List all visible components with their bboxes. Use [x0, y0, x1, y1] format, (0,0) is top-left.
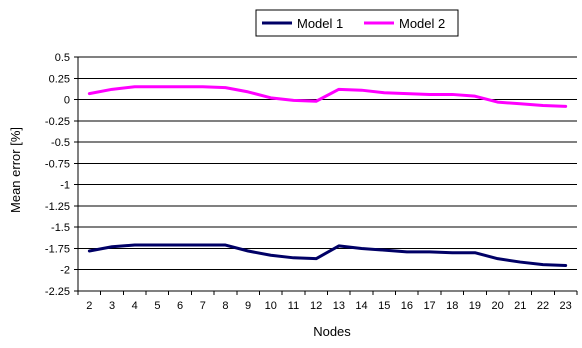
y-tick-label: -2	[60, 265, 70, 277]
x-tick-label: 2	[86, 300, 92, 312]
x-tick-label: 23	[560, 300, 572, 312]
series-lines	[87, 85, 568, 267]
gridlines	[78, 56, 577, 292]
y-tick-label: -1.5	[51, 222, 70, 234]
x-tick-label: 3	[109, 300, 115, 312]
x-tick-label: 16	[401, 300, 413, 312]
y-tick-label: -1.75	[45, 243, 70, 255]
x-axis-label: Nodes	[313, 324, 351, 339]
x-tick-label: 12	[310, 300, 322, 312]
x-tick-label: 13	[333, 300, 345, 312]
y-tick-label: 0	[64, 95, 70, 107]
x-tick-label: 6	[177, 300, 183, 312]
y-tick-label: 0.25	[49, 73, 70, 85]
axes: 0.5 0.25 0 -0.25 -0.5 -0.75 -1 -1.25 -1.5 -1.75 -2…	[45, 52, 578, 312]
x-tick-label: 7	[200, 300, 206, 312]
x-tick-label: 18	[446, 300, 458, 312]
y-tick-label: 0.5	[55, 52, 70, 64]
x-tick-label: 17	[423, 300, 435, 312]
x-tick-label: 15	[378, 300, 390, 312]
legend: Model 1 Model 2	[255, 9, 459, 37]
x-tick-label: 8	[222, 300, 228, 312]
y-tick-label: -1.25	[45, 201, 70, 213]
y-tick-label: -1	[60, 180, 70, 192]
x-tick-label: 21	[514, 300, 526, 312]
x-tick-label: 20	[491, 300, 503, 312]
x-tick-label: 22	[537, 300, 549, 312]
y-tick-label: -0.75	[45, 158, 70, 170]
x-tick-label: 19	[469, 300, 481, 312]
x-tick-label: 5	[154, 300, 160, 312]
series-line-2	[87, 85, 568, 108]
y-tick-label: -0.25	[45, 116, 70, 128]
x-tick-label: 4	[132, 300, 138, 312]
x-tick-label: 11	[288, 300, 299, 312]
x-tick-label: 9	[245, 300, 251, 312]
legend-label-2: Model 2	[399, 16, 445, 31]
legend-label-1: Model 1	[297, 16, 343, 31]
y-axis-label: Mean error [%]	[8, 127, 23, 213]
y-tick-label: -0.5	[51, 137, 70, 149]
x-tick-label: 10	[265, 300, 277, 312]
x-tick-label: 14	[355, 300, 367, 312]
y-tick-label: -2.25	[45, 286, 70, 298]
series-line-1	[87, 243, 568, 267]
